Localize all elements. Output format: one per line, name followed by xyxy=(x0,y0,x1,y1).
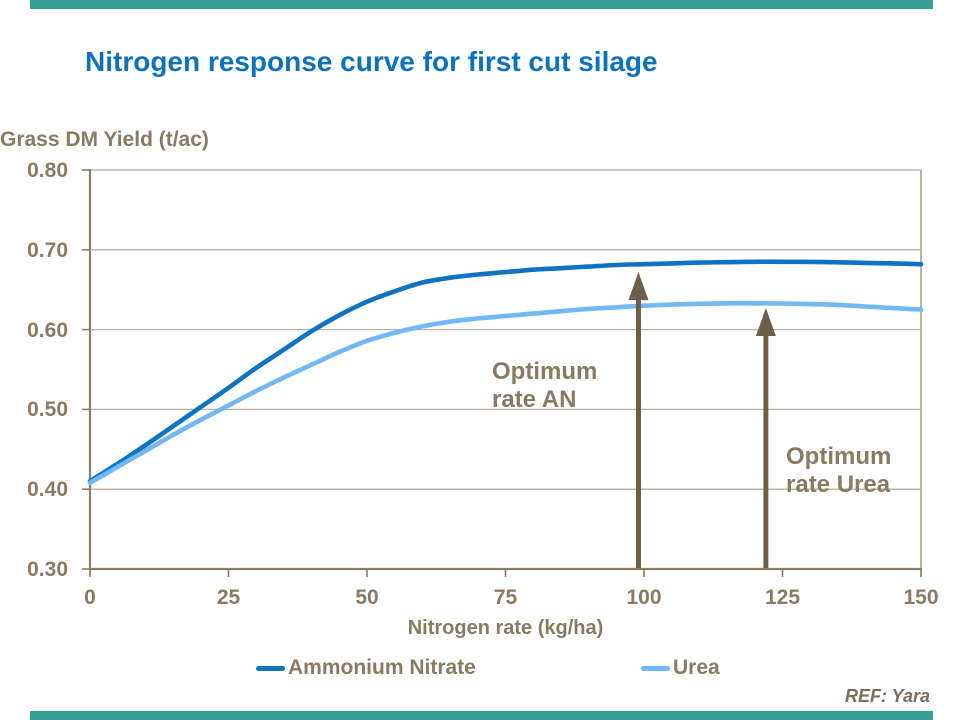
x-tick-label: 125 xyxy=(764,586,801,609)
annotation-line: rate Urea xyxy=(786,471,891,498)
x-tick-label: 100 xyxy=(626,586,662,609)
x-tick-label: 50 xyxy=(355,586,379,609)
slide-title: Nitrogen response curve for first cut si… xyxy=(85,46,658,77)
legend-line-swatch-urea xyxy=(641,665,670,671)
legend-item-urea: Urea xyxy=(641,656,720,680)
y-tick-label: 0.60 xyxy=(27,318,68,342)
x-tick-label: 150 xyxy=(903,586,939,609)
annotation-optimum-rate-urea: Optimum rate Urea xyxy=(786,443,891,499)
y-tick-label: 0.30 xyxy=(27,558,68,581)
y-tick-label: 0.70 xyxy=(27,238,68,262)
x-tick-label: 25 xyxy=(216,586,241,609)
annotation-line: rate AN xyxy=(492,386,577,413)
y-tick-label: 0.80 xyxy=(27,159,68,182)
x-tick-label: 0 xyxy=(84,586,96,609)
legend-item-ammonium-nitrate: Ammonium Nitrate xyxy=(256,656,476,680)
x-axis-title: Nitrogen rate (kg/ha) xyxy=(407,617,604,639)
legend-label: Urea xyxy=(673,656,720,679)
annotation-line: Optimum xyxy=(786,443,892,470)
bottom-accent-bar xyxy=(30,711,933,720)
legend-line-swatch-ammonium-nitrate xyxy=(256,665,285,671)
legend-label: Ammonium Nitrate xyxy=(288,656,476,679)
y-tick-label: 0.40 xyxy=(27,478,68,502)
reference-text: REF: Yara xyxy=(844,686,930,706)
top-accent-bar xyxy=(30,0,933,9)
x-tick-label: 75 xyxy=(493,586,518,609)
annotation-line: Optimum xyxy=(492,358,598,385)
y-axis-title: Grass DM Yield (t/ac) xyxy=(0,128,209,151)
annotation-optimum-rate-an: Optimum rate AN xyxy=(492,358,597,414)
y-tick-label: 0.50 xyxy=(27,398,68,422)
